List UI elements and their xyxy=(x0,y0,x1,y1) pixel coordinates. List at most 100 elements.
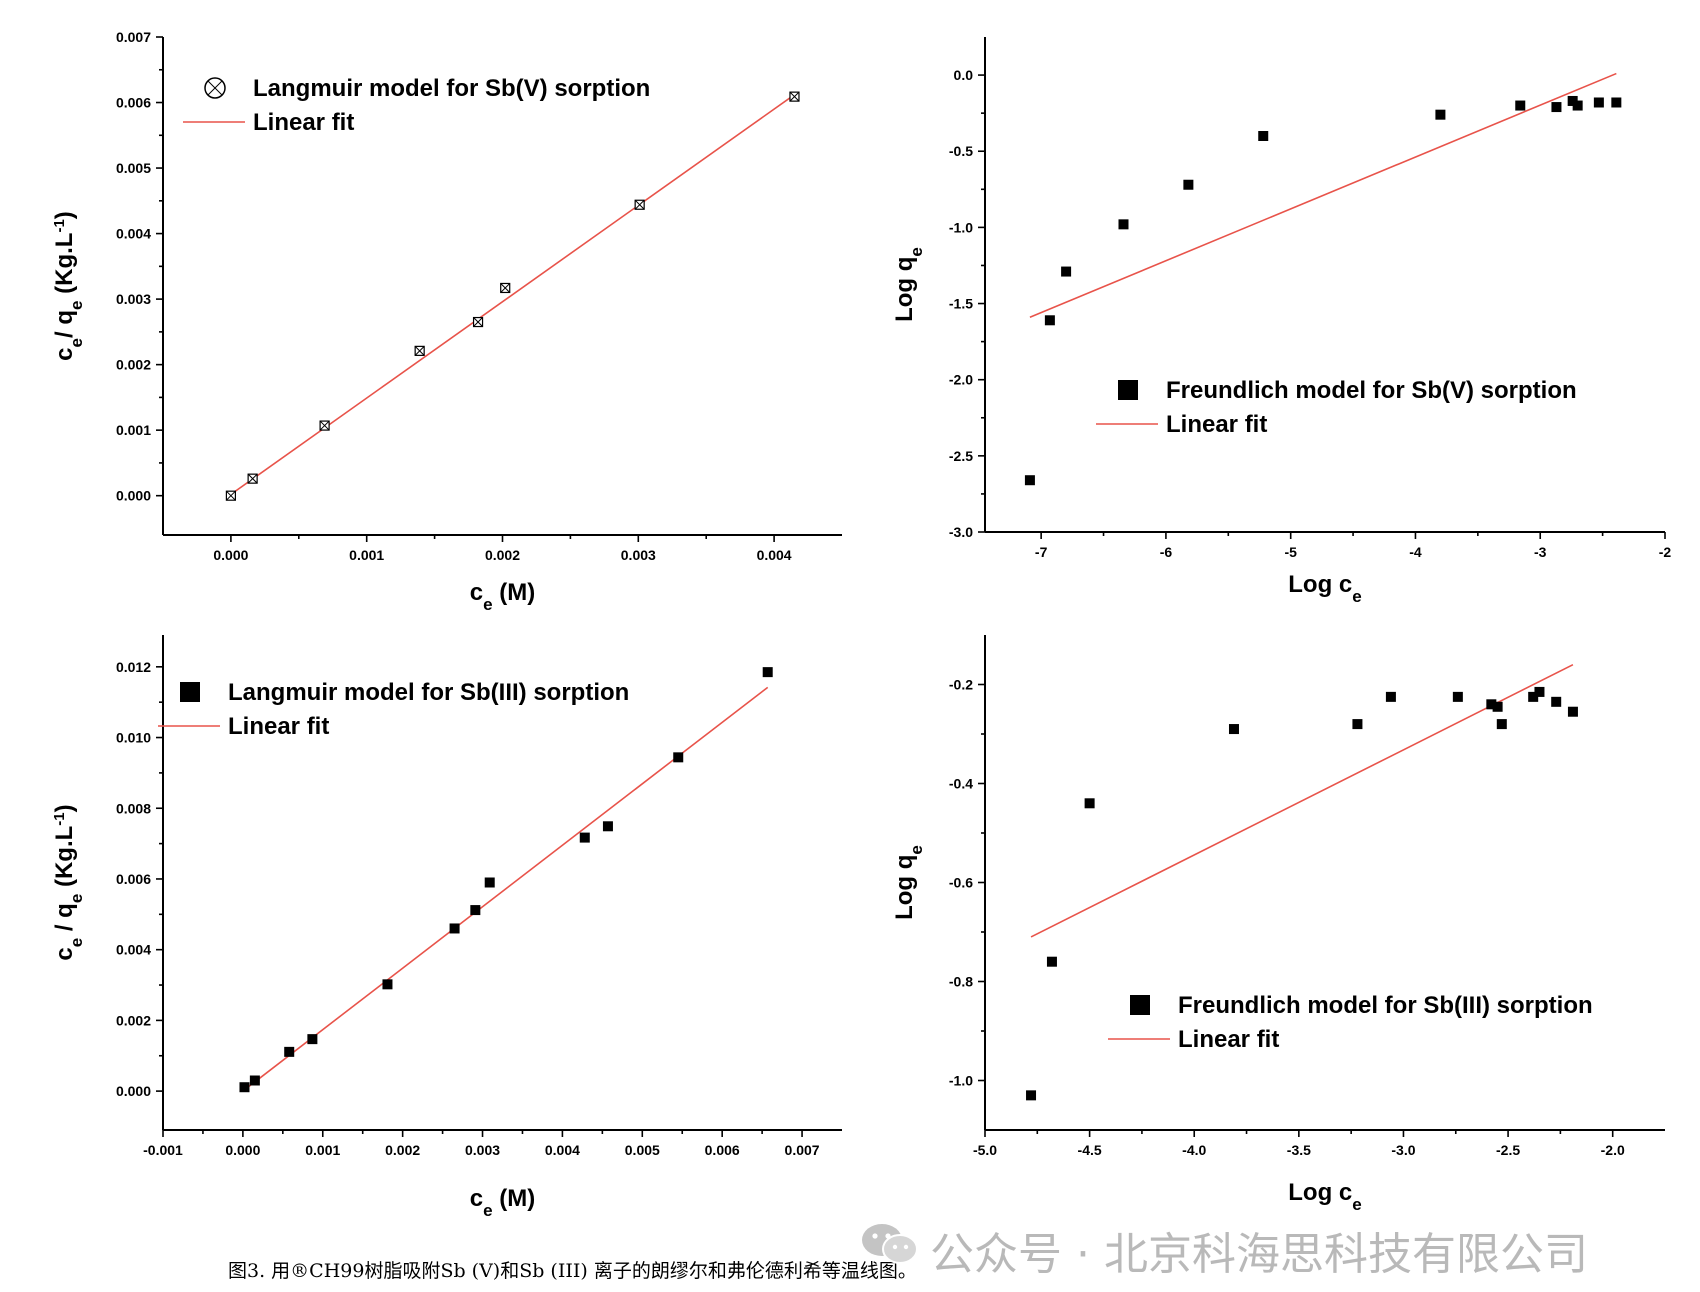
data-point xyxy=(1061,266,1072,277)
axis-title-part: / q xyxy=(51,903,78,938)
y-tick-label: 0.010 xyxy=(116,730,151,746)
axis-title-part: Log q xyxy=(891,855,918,920)
x-tick-label: 0.001 xyxy=(349,547,384,563)
axis-title-part: e xyxy=(67,894,86,903)
y-tick-label: -1.0 xyxy=(949,1073,973,1089)
data-point xyxy=(247,473,258,484)
data-point xyxy=(1024,475,1035,486)
data-point xyxy=(1183,179,1194,190)
watermark-label: 公众号 · 北京科海思科技有限公司 xyxy=(930,1229,1588,1280)
x-tick-label: -3.5 xyxy=(1287,1142,1311,1158)
data-point xyxy=(225,490,236,501)
data-point-cross xyxy=(789,91,800,102)
y-tick-label: 0.012 xyxy=(116,659,151,675)
axis-title-part: c xyxy=(470,579,483,606)
x-tick-label: 0.003 xyxy=(465,1142,500,1158)
data-point xyxy=(249,1075,260,1086)
x-tick-label: 0.003 xyxy=(621,547,656,563)
data-point xyxy=(579,832,590,843)
data-point-cross xyxy=(247,473,258,484)
x-tick-label: -2.0 xyxy=(1601,1142,1625,1158)
data-point xyxy=(1534,686,1545,697)
data-point xyxy=(1496,719,1507,730)
data-point xyxy=(1611,97,1622,108)
axis-title-part: c xyxy=(51,347,78,360)
data-point-cross xyxy=(634,199,645,210)
data-point xyxy=(1084,798,1095,809)
legend-points-label: Freundlich model for Sb(III) sorption xyxy=(1178,992,1593,1019)
x-axis-title: Log ce xyxy=(1288,1179,1361,1214)
legend-fit-label: Linear fit xyxy=(228,713,329,740)
figure-caption: 图3. 用®CH99树脂吸附Sb (V)和Sb (III) 离子的朗缪尔和弗伦德… xyxy=(228,1260,917,1282)
data-point xyxy=(307,1034,318,1045)
data-point xyxy=(1551,102,1562,113)
data-point xyxy=(319,420,330,431)
legend-fit-label: Linear fit xyxy=(1178,1026,1279,1053)
data-point-cross xyxy=(226,490,236,501)
data-point xyxy=(1046,956,1057,967)
x-tick-label: 0.006 xyxy=(705,1142,740,1158)
chart-top-right: -7 -6 -5 -4 -3 -2 0.0 -0.5 -1.0 -1.5 -2.0 -2.5 -3.0 F… xyxy=(949,37,1672,560)
axis-title-part: e xyxy=(483,1201,492,1220)
data-point xyxy=(382,979,393,990)
data-point xyxy=(1452,691,1463,702)
data-point xyxy=(634,199,645,210)
axis-title-part: -1 xyxy=(51,219,68,232)
x-tick-label: -4.5 xyxy=(1078,1142,1102,1158)
y-axis-title: ce/ qe (Kg.L-1) xyxy=(51,211,86,361)
x-tick-label: -3.0 xyxy=(1391,1142,1415,1158)
legend-points-label: Langmuir model for Sb(V) sorption xyxy=(253,75,650,102)
legend-marker xyxy=(1118,380,1138,400)
y-tick-label: 0.002 xyxy=(116,357,151,373)
axis-title-part: c xyxy=(470,1185,483,1212)
data-point xyxy=(1385,691,1396,702)
legend: Langmuir model for Sb(III) sorption Linea… xyxy=(158,679,629,740)
y-tick-label: -0.2 xyxy=(949,677,973,693)
data-point-cross xyxy=(500,283,511,293)
y-tick-label: 0.001 xyxy=(116,422,151,438)
data-point xyxy=(1551,696,1562,707)
y-tick-label: 0.008 xyxy=(116,800,151,816)
y-tick-label: 0.002 xyxy=(116,1012,151,1028)
axis-title-part: ) xyxy=(51,211,78,219)
data-point xyxy=(484,877,495,888)
axis-title-part: Log c xyxy=(1288,571,1352,598)
x-tick-label: 0.001 xyxy=(305,1142,340,1158)
axis-title-part: ) xyxy=(51,804,78,812)
data-point xyxy=(470,905,481,916)
data-point xyxy=(1567,706,1578,717)
x-tick-label: -5.0 xyxy=(973,1142,997,1158)
data-point xyxy=(1258,131,1269,141)
x-axis-title: ce (M) xyxy=(470,579,535,614)
x-tick-label: -2 xyxy=(1659,544,1672,560)
legend-fit-label: Linear fit xyxy=(253,109,354,136)
y-tick-label: -0.5 xyxy=(949,143,973,159)
legend-marker xyxy=(180,682,200,702)
y-tick-label: 0.004 xyxy=(116,942,151,958)
data-point xyxy=(284,1046,295,1057)
axis-title-part: Log c xyxy=(1288,1179,1352,1206)
axis-title-part: e xyxy=(67,338,86,347)
legend: Langmuir model for Sb(V) sorption Linear … xyxy=(183,75,650,136)
y-tick-label: 0.004 xyxy=(116,226,151,242)
x-tick-label: -4 xyxy=(1409,544,1422,560)
y-tick-label: 0.000 xyxy=(116,488,151,504)
data-point xyxy=(472,316,484,328)
x-tick-label: -7 xyxy=(1035,544,1048,560)
axis-title-part: c xyxy=(51,947,78,960)
legend: Freundlich model for Sb(III) sorption Lin… xyxy=(1108,992,1593,1053)
data-point xyxy=(1593,97,1604,108)
x-tick-label: 0.004 xyxy=(545,1142,580,1158)
axis-title-part: (M) xyxy=(493,1185,536,1212)
y-axis-title: Log qe xyxy=(891,845,926,920)
data-point-cross xyxy=(473,317,483,327)
y-tick-label: -0.8 xyxy=(949,974,973,990)
x-tick-label: 0.002 xyxy=(385,1142,420,1158)
y-tick-label: 0.000 xyxy=(116,1083,151,1099)
x-tick-label: -6 xyxy=(1160,544,1173,560)
legend-fit-label: Linear fit xyxy=(1166,411,1267,438)
data-point-cross xyxy=(414,346,425,356)
data-point xyxy=(1352,719,1363,730)
y-tick-label: 0.003 xyxy=(116,291,151,307)
